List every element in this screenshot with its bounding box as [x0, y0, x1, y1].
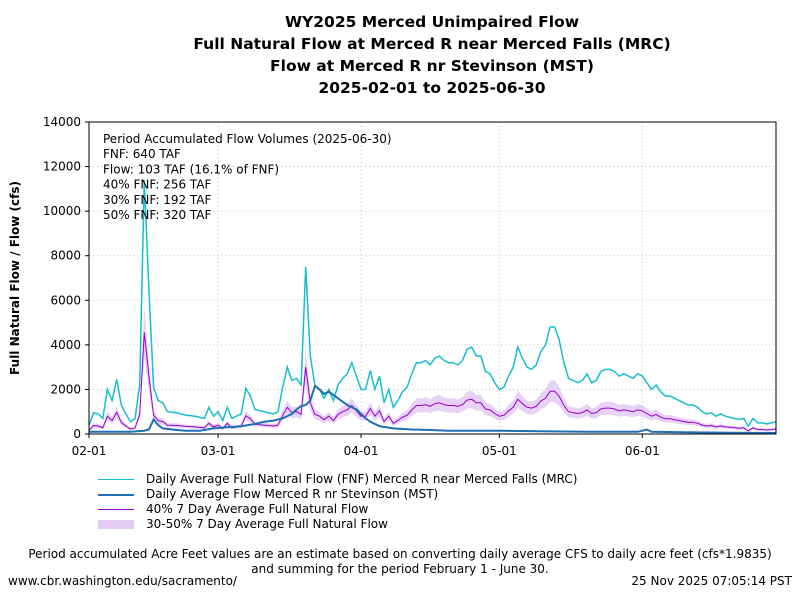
source-url: www.cbr.washington.edu/sacramento/ [8, 574, 237, 588]
annotation-line: 30% FNF: 192 TAF [103, 193, 212, 207]
x-tick-label: 02-01 [72, 444, 107, 458]
y-tick-label: 14000 [43, 115, 81, 129]
legend-item-fnf: Daily Average Full Natural Flow (FNF) Me… [98, 472, 577, 487]
legend-label-forty: 40% 7 Day Average Full Natural Flow [146, 502, 369, 516]
chart-title-line-4: 2025-02-01 to 2025-06-30 [318, 79, 546, 97]
chart-title-line-3: Flow at Merced R nr Stevinson (MST) [270, 57, 594, 75]
legend-label-band: 30-50% 7 Day Average Full Natural Flow [146, 517, 388, 531]
series-line-mst [89, 384, 777, 434]
x-tick-label: 06-01 [625, 444, 660, 458]
legend-swatch-fnf [98, 479, 134, 480]
x-tick-label: 04-01 [344, 444, 379, 458]
legend-item-mst: Daily Average Flow Merced R nr Stevinson… [98, 487, 577, 502]
footnote: Period accumulated Acre Feet values are … [0, 547, 800, 577]
annotation-line: Period Accumulated Flow Volumes (2025-06… [103, 132, 392, 146]
chart-legend: Daily Average Full Natural Flow (FNF) Me… [98, 472, 577, 532]
annotation-line: 50% FNF: 320 TAF [103, 208, 212, 222]
series-line-forty [88, 332, 777, 432]
y-tick-label: 12000 [43, 160, 81, 174]
x-tick-label: 05-01 [482, 444, 517, 458]
y-tick-label: 6000 [50, 293, 81, 307]
plot-frame [88, 121, 777, 435]
y-tick-label: 2000 [50, 382, 81, 396]
annotation-line: FNF: 640 TAF [103, 147, 181, 161]
y-tick-label: 4000 [50, 338, 81, 352]
legend-swatch-mst [98, 493, 134, 496]
annotation-line: 40% FNF: 256 TAF [103, 178, 212, 192]
legend-label-fnf: Daily Average Full Natural Flow (FNF) Me… [146, 472, 578, 486]
legend-item-forty: 40% 7 Day Average Full Natural Flow [98, 502, 577, 517]
chart-title-line-1: WY2025 Merced Unimpaired Flow [284, 13, 580, 31]
legend-swatch-forty [98, 509, 134, 510]
legend-item-band: 30-50% 7 Day Average Full Natural Flow [98, 517, 577, 532]
series-line-fnf [88, 179, 777, 428]
series-band-30-50 [89, 307, 776, 432]
y-tick-label: 8000 [50, 249, 81, 263]
legend-swatch-band [98, 520, 134, 529]
x-tick-label: 03-01 [201, 444, 236, 458]
chart-title-line-2: Full Natural Flow at Merced R near Merce… [193, 35, 671, 53]
y-axis-label: Full Natural Flow / Flow (cfs) [8, 181, 22, 375]
generated-timestamp: 25 Nov 2025 07:05:14 PST [631, 574, 792, 588]
y-tick-label: 0 [73, 427, 81, 441]
annotation-line: Flow: 103 TAF (16.1% of FNF) [103, 162, 279, 176]
legend-label-mst: Daily Average Flow Merced R nr Stevinson… [146, 487, 439, 501]
y-tick-label: 10000 [43, 204, 81, 218]
footnote-line-1: Period accumulated Acre Feet values are … [28, 547, 772, 561]
footnote-line-2: and summing for the period February 1 - … [251, 562, 549, 576]
